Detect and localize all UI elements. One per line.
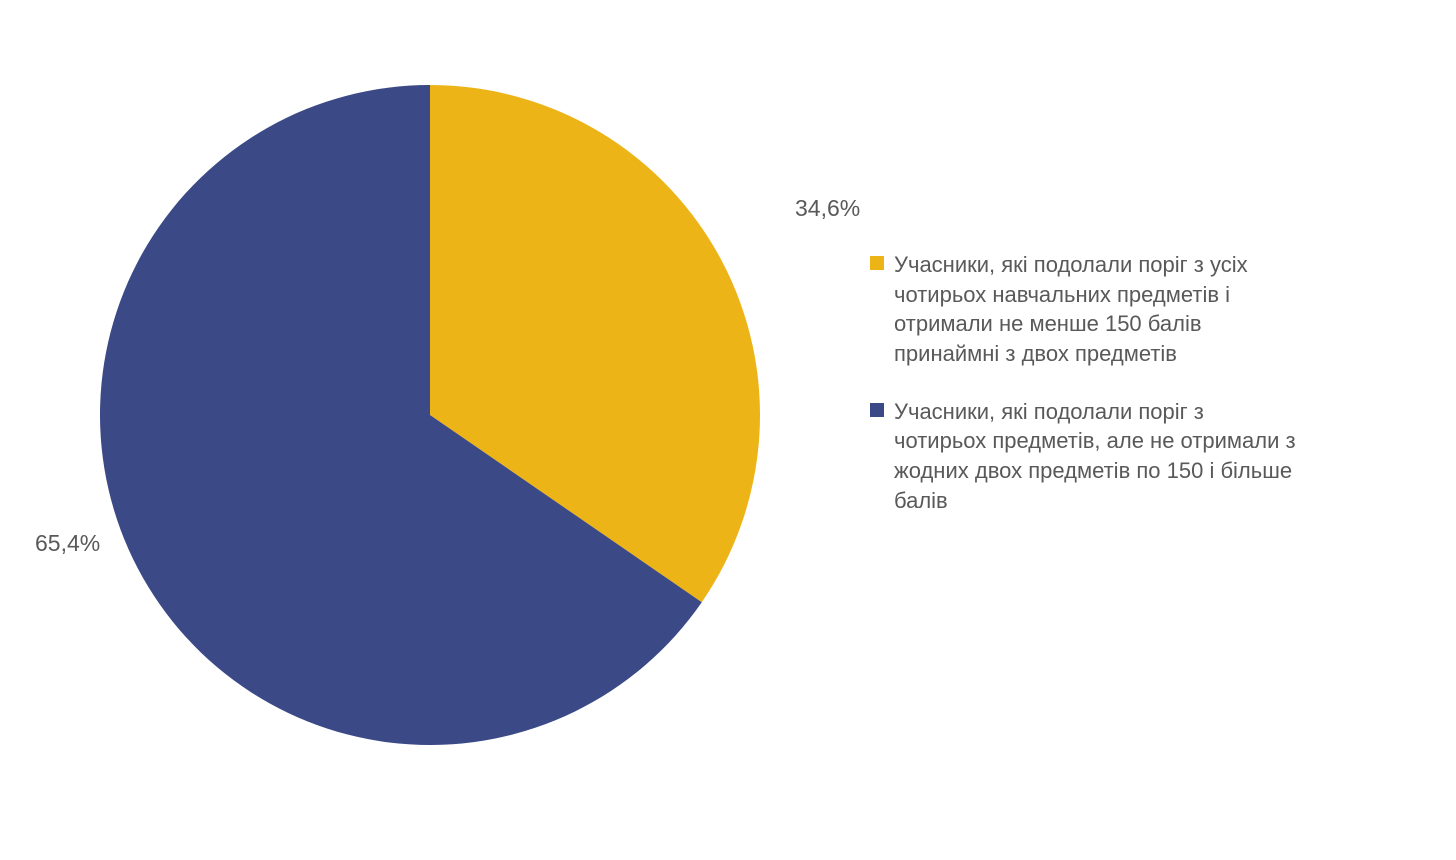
legend-item: Учасники, які подолали поріг з чотирьох … <box>870 397 1300 516</box>
data-label: 34,6% <box>795 195 860 222</box>
legend-label: Учасники, які подолали поріг з чотирьох … <box>894 397 1300 516</box>
legend-swatch <box>870 403 884 417</box>
legend: Учасники, які подолали поріг з усіх чоти… <box>870 250 1300 544</box>
pie-chart-container: 34,6% 65,4% Учасники, які подолали поріг … <box>0 0 1456 860</box>
legend-item: Учасники, які подолали поріг з усіх чоти… <box>870 250 1300 369</box>
data-label: 65,4% <box>35 530 100 557</box>
legend-swatch <box>870 256 884 270</box>
legend-label: Учасники, які подолали поріг з усіх чоти… <box>894 250 1300 369</box>
